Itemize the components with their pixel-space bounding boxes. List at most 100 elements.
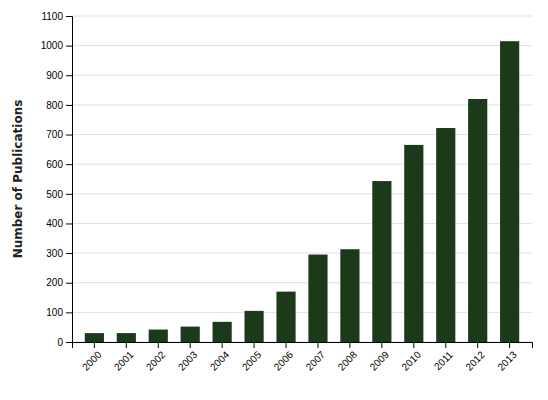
plot-area: 0 100 200 300 400 500 600 700 800 900 1000 1100 2000…	[41, 11, 533, 373]
bar	[117, 333, 136, 342]
tick-label: 2010	[399, 349, 423, 373]
tick-label: 2004	[208, 349, 232, 373]
bar	[468, 99, 487, 342]
y-axis-title: Number of Publications	[11, 100, 25, 259]
tick-mark	[477, 342, 478, 348]
bar	[149, 330, 168, 342]
grid-line	[72, 282, 532, 283]
bar	[372, 181, 391, 342]
tick-label: 1000	[41, 40, 64, 51]
grid-line	[72, 104, 532, 105]
x-tick: 2010	[399, 342, 423, 373]
bar	[181, 327, 200, 342]
tick-mark	[66, 312, 72, 313]
x-tick: 2001	[112, 342, 136, 373]
tick-label: 2005	[240, 349, 264, 373]
y-tick: 200	[46, 277, 72, 288]
tick-mark	[317, 342, 318, 348]
y-axis: 0 100 200 300 400 500 600 700 800 900 1000 1100	[41, 11, 73, 348]
tick-label: 900	[46, 70, 63, 81]
tick-label: 600	[46, 159, 63, 170]
y-tick: 500	[46, 189, 72, 200]
x-tick: 2011	[432, 342, 455, 372]
tick-mark	[190, 342, 191, 348]
tick-mark	[413, 342, 414, 348]
tick-label: 2009	[368, 349, 392, 373]
grid-line	[72, 16, 532, 17]
tick-label: 2007	[304, 349, 328, 373]
tick-label: 2006	[272, 349, 296, 373]
x-axis: 2000 2001 2002 2003 2004 2005 2006 2007 2008 2009…	[73, 342, 533, 373]
tick-mark	[66, 164, 72, 165]
bars	[85, 41, 519, 342]
x-tick: 2005	[240, 342, 264, 373]
tick-mark	[66, 283, 72, 284]
tick-label: 2013	[495, 349, 519, 373]
tick-mark	[66, 105, 72, 106]
grid-line	[72, 312, 532, 313]
tick-label: 300	[46, 248, 63, 259]
tick-label: 200	[46, 277, 63, 288]
x-tick: 2009	[368, 342, 392, 373]
tick-mark	[66, 342, 72, 343]
tick-mark	[158, 342, 159, 348]
tick-label: 700	[46, 129, 63, 140]
bar	[308, 255, 327, 342]
tick-mark	[66, 75, 72, 76]
tick-label: 2002	[144, 349, 168, 373]
tick-label: 800	[46, 100, 63, 111]
tick-label: 2001	[112, 349, 136, 373]
grid-line	[72, 164, 532, 165]
tick-mark	[509, 342, 510, 348]
tick-label: 2003	[176, 349, 200, 373]
y-tick: 700	[46, 129, 72, 140]
grid-line	[72, 253, 532, 254]
tick-mark	[66, 135, 72, 136]
tick-mark	[66, 194, 72, 195]
x-tick: 2013	[495, 342, 519, 373]
y-tick: 300	[46, 248, 72, 259]
x-tick: 2012	[463, 342, 487, 373]
tick-label: 2011	[432, 349, 455, 372]
grid	[72, 16, 532, 342]
grid-line	[72, 45, 532, 46]
tick-mark	[66, 253, 72, 254]
tick-mark	[381, 342, 382, 348]
x-tick: 2004	[208, 342, 232, 373]
tick-label: 1100	[41, 11, 63, 22]
x-tick: 2002	[144, 342, 168, 373]
bar	[245, 311, 264, 342]
tick-label: 400	[46, 218, 63, 229]
x-tick: 2007	[304, 342, 328, 373]
grid-line	[72, 193, 532, 194]
tick-label: 500	[46, 189, 63, 200]
tick-mark	[286, 342, 287, 348]
y-tick: 1100	[41, 11, 72, 22]
chart: 0 100 200 300 400 500 600 700 800 900 1000 1100 2000…	[0, 0, 548, 400]
bar	[85, 333, 104, 342]
y-tick: 100	[46, 307, 72, 318]
bar	[500, 41, 519, 342]
tick-label: 2000	[80, 349, 104, 373]
y-tick: 900	[46, 70, 72, 81]
x-tick: 2008	[336, 342, 360, 373]
tick-mark	[66, 16, 72, 17]
bar	[340, 249, 359, 342]
bar	[276, 292, 295, 342]
x-tick: 2006	[272, 342, 296, 373]
bar	[213, 322, 232, 342]
tick-mark	[66, 46, 72, 47]
tick-mark	[254, 342, 255, 348]
bar	[436, 128, 455, 342]
y-tick: 600	[46, 159, 72, 170]
grid-line	[72, 75, 532, 76]
bar	[404, 145, 423, 342]
x-tick: 2000	[80, 342, 104, 373]
tick-label: 0	[57, 337, 63, 348]
axis-line	[73, 343, 533, 349]
y-tick: 1000	[41, 40, 72, 51]
y-tick: 0	[57, 337, 72, 348]
tick-mark	[126, 342, 127, 348]
y-tick: 800	[46, 100, 72, 111]
grid-line	[72, 223, 532, 224]
